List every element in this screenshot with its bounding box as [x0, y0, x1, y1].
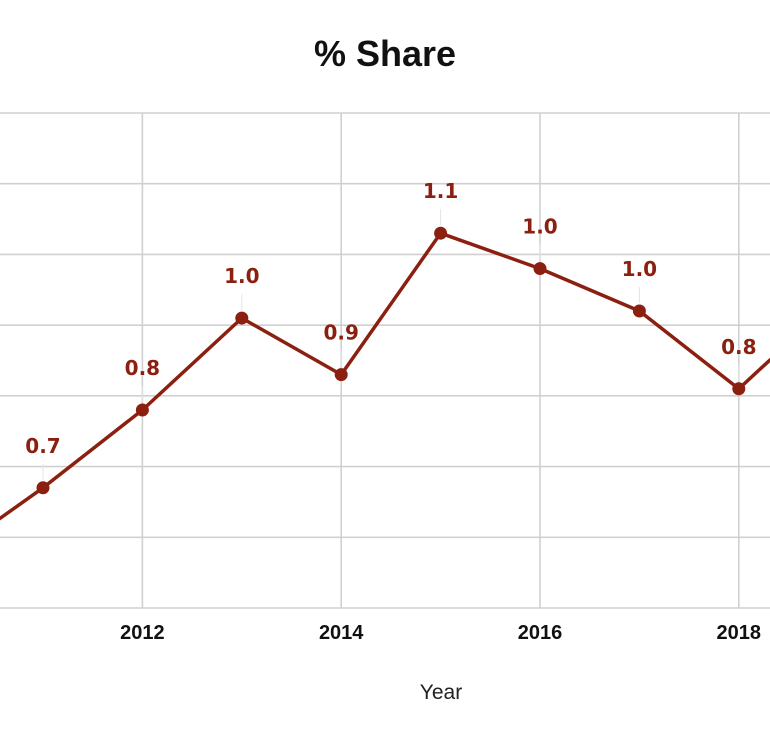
data-labels: 0.7 0.8 1.0 0.9 1.1 1.0 1.0 0.8	[25, 179, 757, 480]
data-label: 1.0	[522, 215, 557, 239]
data-label: 0.8	[125, 356, 160, 380]
series-path	[0, 231, 770, 521]
data-point	[135, 403, 149, 417]
chart-title: % Share	[313, 33, 457, 74]
data-points	[36, 226, 746, 495]
grid-lines	[0, 112, 770, 609]
x-tick-label: 2018	[717, 622, 762, 644]
data-label: 1.1	[423, 179, 458, 203]
data-label: 1.0	[224, 264, 259, 288]
data-label: 0.8	[721, 335, 756, 359]
data-label: 1.0	[622, 257, 657, 281]
data-point	[632, 304, 646, 318]
series-line	[0, 231, 770, 521]
x-tick-label: 2016	[518, 622, 563, 644]
data-point	[36, 481, 50, 495]
x-tick-label: 2014	[319, 622, 364, 644]
data-point	[732, 382, 746, 396]
data-label: 0.9	[323, 321, 358, 345]
data-point	[434, 226, 448, 240]
x-tick-labels: 2012 2014 2016 2018	[120, 622, 761, 644]
data-point	[334, 368, 348, 382]
data-point	[235, 311, 249, 325]
x-axis-title: Year	[420, 681, 462, 704]
data-point	[533, 262, 547, 276]
x-tick-label: 2012	[120, 622, 165, 644]
data-label: 0.7	[25, 434, 60, 458]
